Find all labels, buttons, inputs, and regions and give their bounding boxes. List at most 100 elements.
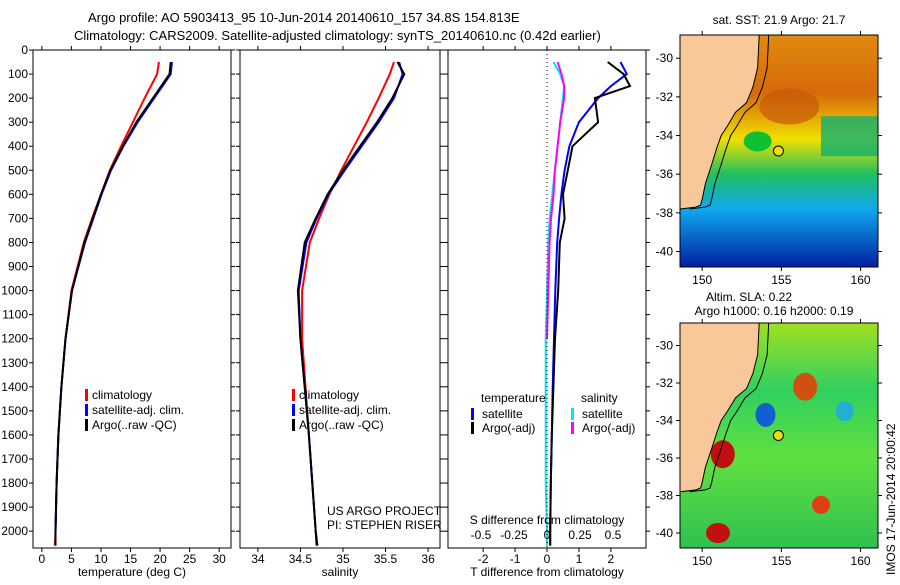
title-line2: Climatology: CARS2009. Satellite-adjuste… xyxy=(74,28,601,43)
legend-title-temperature: temperature xyxy=(481,391,546,405)
high-sla-eddy xyxy=(706,523,731,543)
map-title: sat. SST: 21.9 Argo: 21.7 xyxy=(713,13,846,27)
legend-swatch xyxy=(571,422,574,434)
x-tick-label: 35 xyxy=(336,552,350,566)
series-line-t-argo-adj- xyxy=(549,61,632,546)
y-tick-label: -34 xyxy=(656,129,674,143)
land-australia xyxy=(679,34,760,210)
y-tick-label: -38 xyxy=(656,489,674,503)
x-tick-label: 155 xyxy=(771,554,791,568)
x-tick-label: 1 xyxy=(576,552,583,566)
y-tick-label: 600 xyxy=(8,187,28,201)
x-tick-label: 20 xyxy=(153,552,167,566)
isobath-contour xyxy=(689,34,770,210)
y-tick-label: 1600 xyxy=(1,428,28,442)
y-tick-label: 2000 xyxy=(1,524,28,538)
x-axis-label: T difference from climatology xyxy=(470,565,624,579)
y-tick-label: 200 xyxy=(8,91,28,105)
x2-axis-label: S difference from climatology xyxy=(470,513,625,527)
y-tick-label: -38 xyxy=(656,206,674,220)
y-tick-label: 300 xyxy=(8,115,28,129)
x-tick-label: 150 xyxy=(692,554,712,568)
plot-frame xyxy=(239,49,441,549)
y-tick-label: -40 xyxy=(656,526,674,540)
y-tick-label: 1900 xyxy=(1,500,28,514)
plot-frame xyxy=(32,49,232,549)
y-tick-label: -34 xyxy=(656,414,674,428)
warm-eddy xyxy=(759,88,820,125)
legend-swatch xyxy=(571,408,574,420)
map-panel-sst-map: 150 155 160 -30 -32 -34 -36 -38 -40 sat. SST: 21.… xyxy=(656,13,882,287)
low-sla-eddy xyxy=(755,402,776,427)
y-tick-label: 900 xyxy=(8,260,28,274)
legend-entry: Argo(-adj) xyxy=(482,421,535,435)
y-tick-label: 400 xyxy=(8,139,28,153)
y-tick-label: 100 xyxy=(8,67,28,81)
side-stamp: IMOS 17-Jun-2014 20:00:42 xyxy=(884,423,898,575)
y-tick-label: -30 xyxy=(656,339,674,353)
series-line-climatology xyxy=(301,61,395,546)
x-tick-label: 10 xyxy=(94,552,108,566)
x-tick-label: 35.5 xyxy=(374,552,398,566)
y-tick-label: 500 xyxy=(8,163,28,177)
series-line-satellite-adj-clim- xyxy=(297,61,404,546)
y-tick-label: 1000 xyxy=(1,284,28,298)
x-tick-label: 5 xyxy=(68,552,75,566)
legend-swatch xyxy=(85,419,88,431)
y-tick-label: 800 xyxy=(8,235,28,249)
x-tick-label: 36 xyxy=(421,552,435,566)
x-tick-label: 160 xyxy=(851,273,871,287)
isobath-contour xyxy=(689,322,770,493)
y-tick-label: -30 xyxy=(656,51,674,65)
legend-swatch xyxy=(85,404,88,416)
map-frame xyxy=(679,34,879,268)
title-line1: Argo profile: AO 5903413_95 10-Jun-2014 … xyxy=(88,10,520,25)
high-sla-eddy xyxy=(793,372,818,401)
x-tick-label: 0 xyxy=(544,552,551,566)
cool-patch xyxy=(743,131,772,152)
y-tick-label: 1800 xyxy=(1,476,28,490)
x-axis-label: salinity xyxy=(322,565,359,579)
y-tick-label: -36 xyxy=(656,167,674,181)
profile-panel-salinity: 34 34.5 35 35.5 36 salinity climatologysatelli… xyxy=(236,46,444,579)
legend-swatch xyxy=(292,419,295,431)
x-tick-label: 155 xyxy=(771,273,791,287)
series-line-s-argo-adj- xyxy=(546,61,566,339)
y-tick-label: 700 xyxy=(8,211,28,225)
legend-swatch xyxy=(471,408,474,420)
x2-tick-label: -0.5 xyxy=(471,528,492,542)
high-sla-eddy xyxy=(811,495,830,514)
x-tick-label: 2 xyxy=(608,552,615,566)
legend-entry: satellite xyxy=(582,407,623,421)
legend-entry: climatology xyxy=(299,388,359,402)
y-tick-label: 1200 xyxy=(1,332,28,346)
legend-entry: satellite-adj. clim. xyxy=(92,403,184,417)
legend-swatch xyxy=(292,404,295,416)
legend-entry: Argo(..raw -QC) xyxy=(92,418,177,432)
x-tick-label: 34 xyxy=(251,552,265,566)
y-tick-label: 1400 xyxy=(1,380,28,394)
y-tick-label: 1700 xyxy=(1,452,28,466)
profile-panel-difference: -2 -1 0 1 2T difference from climatology temp… xyxy=(444,46,650,579)
x-tick-label: 25 xyxy=(183,552,197,566)
y-tick-label: 1300 xyxy=(1,356,28,370)
cool-patch xyxy=(820,116,878,157)
legend-entry: satellite-adj. clim. xyxy=(299,403,391,417)
credit-line1: US ARGO PROJECT xyxy=(327,504,442,518)
y-tick-label: 1500 xyxy=(1,404,28,418)
x-tick-label: 0 xyxy=(39,552,46,566)
x2-tick-label: -0.25 xyxy=(500,528,528,542)
legend-entry: Argo(-adj) xyxy=(582,421,635,435)
x-tick-label: 30 xyxy=(212,552,226,566)
x2-tick-label: 0.5 xyxy=(605,528,622,542)
x2-tick-label: 0 xyxy=(544,528,551,542)
series-line-argo-raw-qc- xyxy=(54,61,172,546)
map-title: Altim. SLA: 0.22 xyxy=(706,290,792,304)
profile-panel-temperature: 0 5 10 15 20 25 300100200300400500600700800900… xyxy=(1,43,235,579)
x-axis-label: temperature (deg C) xyxy=(78,565,186,579)
legend-swatch xyxy=(85,389,88,401)
legend-entry: Argo(..raw -QC) xyxy=(299,418,384,432)
land-australia xyxy=(679,322,760,493)
x-tick-label: 15 xyxy=(124,552,138,566)
